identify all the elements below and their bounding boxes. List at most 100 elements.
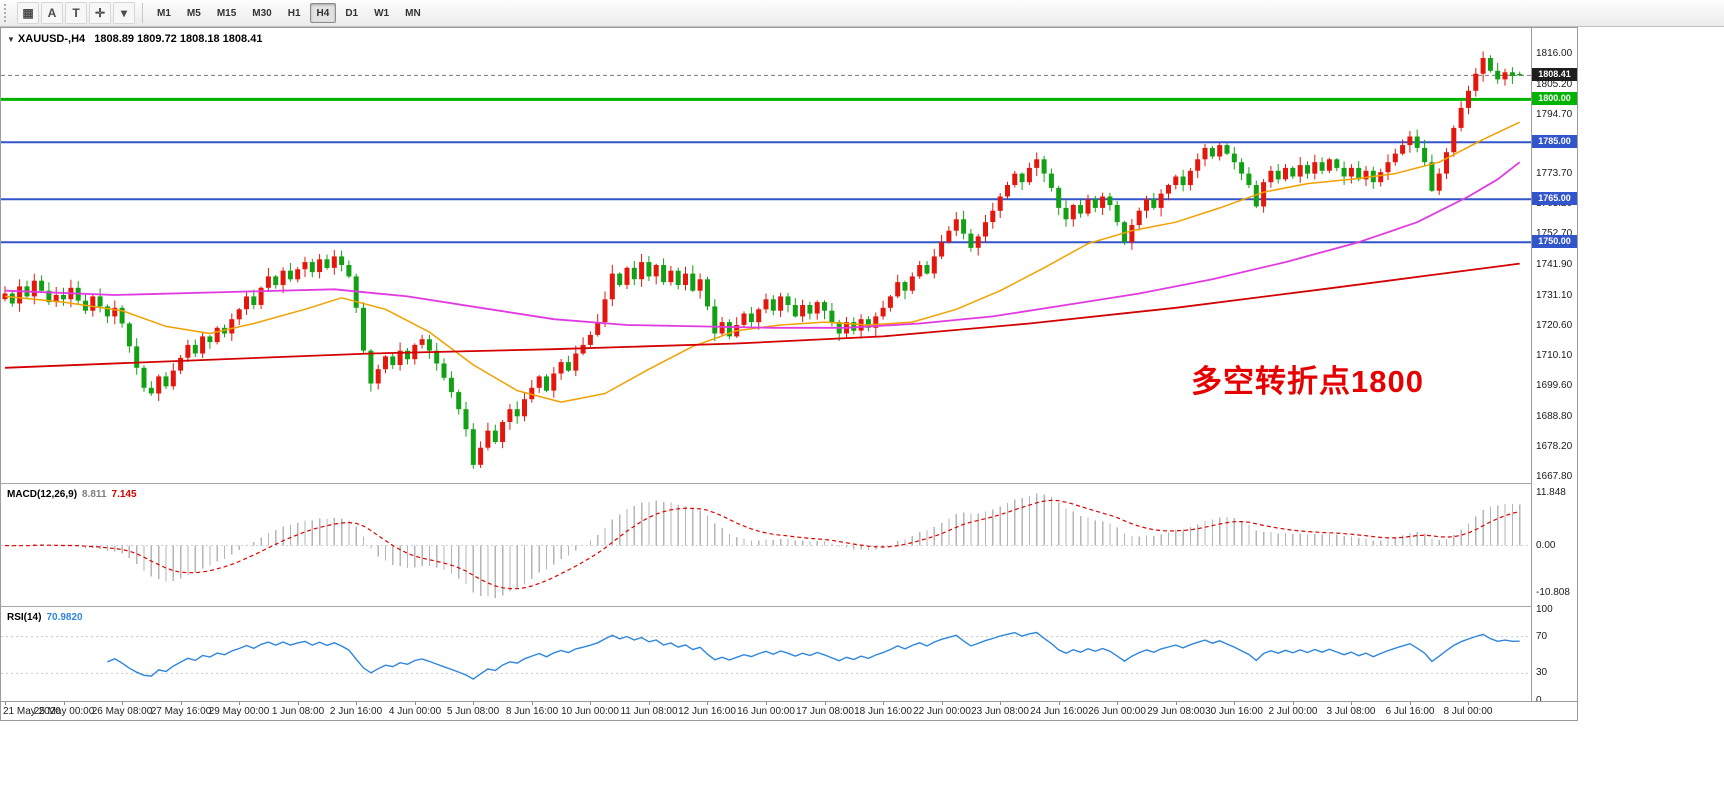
price-tick-label: 1667.80 (1536, 471, 1573, 482)
time-tick-mark (415, 702, 416, 705)
time-axis-label: 8 Jun 16:00 (505, 706, 559, 717)
time-tick-mark (1351, 702, 1352, 705)
macd-signal-value: 7.145 (111, 489, 137, 500)
text-tool-button[interactable]: T (65, 2, 87, 24)
time-axis-label: 23 Jun 08:00 (971, 706, 1029, 717)
macd-signal-line (4, 499, 1520, 590)
time-tick-mark (1234, 702, 1235, 705)
rsi-tick-label: 30 (1536, 667, 1548, 678)
time-tick-mark (707, 702, 708, 705)
price-tick-label: 1731.10 (1536, 290, 1573, 301)
main-chart-plot[interactable] (1, 28, 1531, 482)
rsi-tick-label: 70 (1536, 631, 1548, 642)
time-tick-mark (649, 702, 650, 705)
panel-divider[interactable] (1, 606, 1577, 607)
timeframe-button-m5[interactable]: M5 (186, 7, 201, 19)
time-tick-mark (64, 702, 65, 705)
time-tick-mark (1293, 702, 1294, 705)
time-axis-label: 29 May 00:00 (208, 706, 270, 717)
price-level-badge-1750.00: 1750.00 (1532, 235, 1577, 248)
time-axis-label: 6 Jul 16:00 (1385, 706, 1435, 717)
ohlc-values: 1808.89 1809.72 1808.18 1808.41 (94, 33, 263, 45)
toolbar-separator (142, 3, 143, 23)
time-axis-label: 27 May 16:00 (150, 706, 212, 717)
rsi-name: RSI(14) (7, 612, 42, 623)
time-tick-mark (590, 702, 591, 705)
time-tick-mark (1410, 702, 1411, 705)
price-level-badge-1800.00: 1800.00 (1532, 92, 1577, 105)
time-axis-label: 10 Jun 00:00 (561, 706, 619, 717)
time-axis-label: 2 Jun 16:00 (329, 706, 383, 717)
time-axis-label: 25 May 00:00 (33, 706, 95, 717)
toolbar: ▦ A T ✛ ▾ M1 M5 M15 M30 H1 H4 D1 W1 MN (0, 0, 1724, 27)
time-axis-label: 4 Jun 00:00 (388, 706, 442, 717)
time-axis-label: 16 Jun 00:00 (737, 706, 795, 717)
chart-text-annotation[interactable]: 多空转折点1800 (1191, 364, 1424, 399)
timeframe-button-mn[interactable]: MN (405, 7, 421, 19)
timeframe-button-m1[interactable]: M1 (157, 7, 171, 19)
time-tick-mark (122, 702, 123, 705)
price-tick-label: 1805.20 (1536, 79, 1573, 90)
macd-tick-label: 11.848 (1536, 487, 1566, 498)
time-tick-mark (1117, 702, 1118, 705)
rsi-indicator-plot[interactable] (1, 609, 1531, 701)
time-tick-mark (181, 702, 182, 705)
crosshair-tool-button[interactable]: ✛ (89, 2, 111, 24)
timeframe-button-m30[interactable]: M30 (252, 7, 272, 19)
price-axis[interactable]: 1816.001805.201794.701784.201773.701763.… (1531, 28, 1577, 706)
chart-window: ▼ XAUUSD-,H4 1808.89 1809.72 1808.18 1808… (0, 27, 1578, 721)
price-tick-label: 1752.70 (1536, 228, 1573, 239)
price-tick-label: 1794.70 (1536, 109, 1573, 120)
macd-tick-label: 0.00 (1536, 540, 1556, 551)
time-axis-label: 1 Jun 08:00 (271, 706, 325, 717)
time-tick-mark (1468, 702, 1469, 705)
rsi-tick-label: 0 (1536, 695, 1542, 707)
ma-slow-red-line[interactable] (4, 262, 1520, 369)
macd-tick-label: -10.808 (1536, 587, 1570, 598)
timeframe-buttons: M1 M5 M15 M30 H1 H4 D1 W1 MN (149, 3, 429, 23)
macd-histogram (11, 493, 1521, 598)
time-tick-mark (883, 702, 884, 705)
time-axis-label: 17 Jun 08:00 (796, 706, 854, 717)
panel-divider[interactable] (1, 483, 1577, 484)
price-tick-label: 1816.00 (1536, 48, 1573, 59)
macd-indicator-plot[interactable] (1, 486, 1531, 605)
time-axis[interactable]: 21 May 2020 25 May 00:00 26 May 08:00 27 Ma… (1, 701, 1577, 720)
timeframe-button-w1[interactable]: W1 (374, 7, 390, 19)
timeframe-button-h4[interactable]: H4 (309, 3, 337, 23)
rsi-indicator-label: RSI(14) 70.9820 (7, 612, 83, 623)
time-axis-label: 18 Jun 16:00 (854, 706, 912, 717)
time-axis-label: 26 Jun 00:00 (1088, 706, 1146, 717)
time-tick-mark (239, 702, 240, 705)
rsi-value: 70.9820 (46, 612, 83, 623)
ma-mid-magenta-line[interactable] (4, 161, 1521, 329)
toolbar-grip[interactable] (4, 4, 11, 22)
time-axis-label: 24 Jun 16:00 (1030, 706, 1088, 717)
time-axis-label: 5 Jun 08:00 (446, 706, 500, 717)
symbol-dropdown-icon[interactable]: ▼ (7, 35, 15, 44)
time-axis-label: 11 Jun 08:00 (620, 706, 678, 717)
price-tick-label: 1710.10 (1536, 350, 1573, 361)
time-tick-mark (942, 702, 943, 705)
timeframe-button-h1[interactable]: H1 (287, 7, 301, 19)
price-tick-label: 1720.60 (1536, 320, 1573, 331)
rsi-tick-label: 100 (1536, 604, 1553, 615)
time-tick-mark (5, 702, 6, 705)
price-tick-label: 1741.90 (1536, 259, 1573, 270)
timeframe-button-m15[interactable]: M15 (216, 7, 237, 19)
timeframe-button-d1[interactable]: D1 (345, 7, 359, 19)
current-price-badge: 1808.41 (1532, 68, 1577, 81)
price-level-badge-1785.00: 1785.00 (1532, 135, 1577, 148)
ma-fast-orange-line[interactable] (4, 121, 1521, 403)
candles-layer[interactable] (2, 51, 1523, 469)
symbol-ohlc-line: ▼ XAUUSD-,H4 1808.89 1809.72 1808.18 1808… (7, 33, 262, 45)
time-axis-label: 2 Jul 00:00 (1268, 706, 1318, 717)
rsi-line (107, 631, 1520, 680)
chart-type-button[interactable]: ▦ (17, 2, 39, 24)
tools-dropdown-button[interactable]: ▾ (113, 2, 135, 24)
symbol-name: XAUUSD-,H4 (17, 33, 86, 45)
time-axis-label: 12 Jun 16:00 (678, 706, 736, 717)
cursor-tool-button[interactable]: A (41, 2, 63, 24)
time-tick-mark (298, 702, 299, 705)
price-level-badge-1765.00: 1765.00 (1532, 192, 1577, 205)
